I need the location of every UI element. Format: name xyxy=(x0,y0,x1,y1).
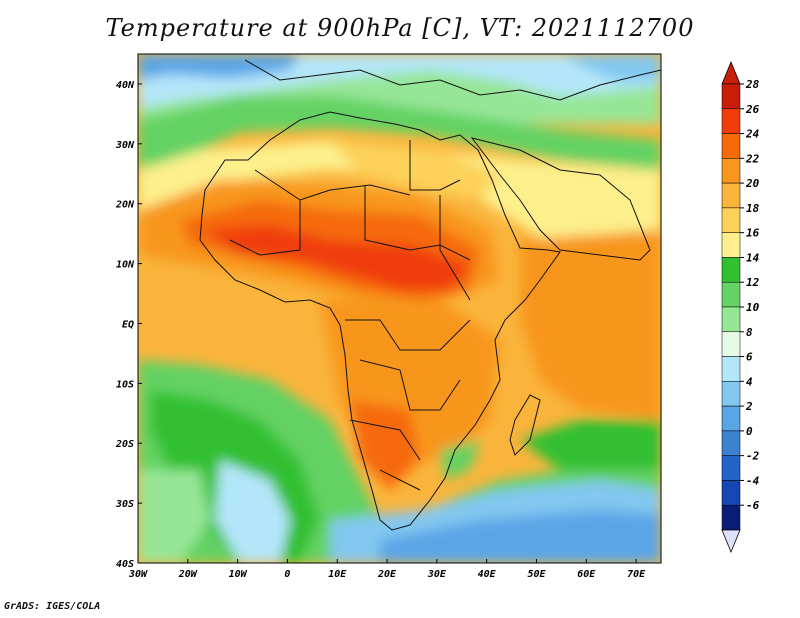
lat-tick-label: 20S xyxy=(115,439,134,450)
grads-credit: GrADS: IGES/COLA xyxy=(4,601,101,612)
lon-tick-label: 10W xyxy=(229,569,248,580)
lat-tick-label: 40N xyxy=(116,80,135,91)
colorbar-label: 12 xyxy=(746,276,760,289)
lon-tick-label: 50E xyxy=(527,569,546,580)
lat-tick-label: 10N xyxy=(116,260,135,271)
lat-tick-label: EQ xyxy=(122,319,134,330)
colorbar-swatch xyxy=(721,83,741,110)
lat-tick-label: 40S xyxy=(116,559,134,570)
colorbar-label: 4 xyxy=(746,375,753,388)
colorbar-swatch xyxy=(721,182,741,209)
colorbar-swatch xyxy=(721,405,741,432)
colorbar-label: 22 xyxy=(745,152,760,165)
colorbar-swatch xyxy=(721,232,741,258)
map-title: Temperature at 900hPa [C], VT: 202111270… xyxy=(105,14,695,42)
temperature-field xyxy=(138,54,661,563)
lon-tick-label: 60E xyxy=(577,569,596,580)
colorbar-label: 2 xyxy=(745,400,753,413)
colorbar-label: 0 xyxy=(746,425,753,438)
colorbar-swatch xyxy=(721,158,741,184)
colorbar-label: 24 xyxy=(745,128,760,141)
colorbar-label: -2 xyxy=(746,450,760,463)
colorbar-label: 8 xyxy=(746,326,753,339)
lon-tick-label: 30W xyxy=(128,569,148,580)
colorbar-swatch xyxy=(721,381,741,407)
colorbar-swatch xyxy=(721,504,741,531)
colorbar-label: 28 xyxy=(745,78,760,91)
colorbar-swatch xyxy=(721,133,741,159)
lon-tick-label: 70E xyxy=(627,569,646,580)
lon-tick-label: 30E xyxy=(427,569,447,580)
colorbar-label: 6 xyxy=(746,351,753,364)
colorbar-label: 18 xyxy=(746,202,760,215)
longitude-axis: 30W 20W 10W 0 10E 20E 30E 40E 50E 60E 70E xyxy=(128,559,646,580)
colorbar-label: 26 xyxy=(745,103,760,116)
latitude-axis: 40N 30N 20N 10N EQ 10S 20S 30S 40S xyxy=(115,80,142,570)
map-frame xyxy=(137,53,662,564)
colorbar-swatch xyxy=(721,207,741,233)
colorbar-label: 10 xyxy=(746,301,760,314)
lon-tick-label: 40E xyxy=(478,569,497,580)
colorbar-bottom-triangle xyxy=(721,529,741,554)
colorbar-swatch xyxy=(721,356,741,382)
colorbar-swatch xyxy=(721,257,741,283)
colorbar-swatch xyxy=(721,455,741,481)
lat-tick-label: 10S xyxy=(116,379,134,390)
colorbar-swatch xyxy=(721,331,741,357)
colorbar-swatch xyxy=(721,108,741,134)
lon-tick-label: 20E xyxy=(377,569,397,580)
lon-tick-label: 0 xyxy=(284,569,290,580)
lon-tick-label: 10E xyxy=(328,569,347,580)
lat-tick-label: 30S xyxy=(115,499,134,510)
colorbar-label: 20 xyxy=(745,177,760,190)
colorbar-swatch xyxy=(721,430,741,456)
lon-tick-label: 20W xyxy=(178,569,198,580)
colorbar-top-triangle xyxy=(721,60,741,85)
colorbar-label: -4 xyxy=(746,474,760,487)
colorbar-swatch xyxy=(721,281,741,308)
colorbar-swatch xyxy=(721,480,741,506)
colorbar-label: 16 xyxy=(746,227,760,240)
colorbar-swatch xyxy=(721,306,741,333)
colorbar-label: -6 xyxy=(746,499,760,512)
coastlines xyxy=(199,59,661,531)
lat-tick-label: 30N xyxy=(115,140,135,151)
lat-tick-label: 20N xyxy=(115,200,135,211)
colorbar-label: 14 xyxy=(746,251,760,264)
